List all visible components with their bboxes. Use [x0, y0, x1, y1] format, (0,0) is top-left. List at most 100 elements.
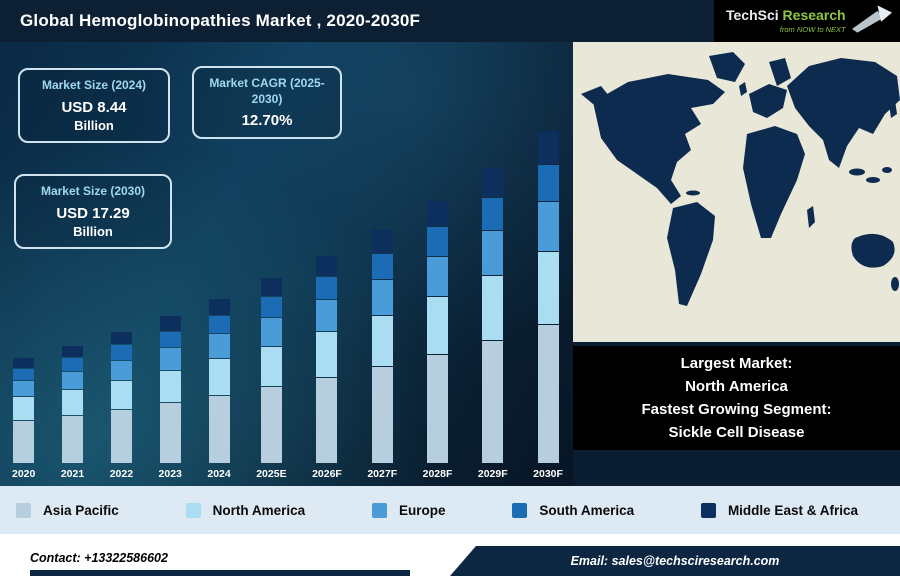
logo-name-part2: Research [782, 7, 846, 24]
map-north-america [593, 74, 725, 204]
stat-value: USD 8.44 [61, 98, 127, 116]
bar-segment [208, 315, 230, 334]
page-title: Global Hemoglobinopathies Market , 2020-… [20, 11, 421, 30]
main-content: Market Size (2024) USD 8.44 Billion Mark… [0, 42, 900, 486]
footer: Contact: +13322586602 Email: sales@techs… [0, 546, 900, 576]
map-asia [787, 58, 900, 168]
stat-label: Market CAGR (2025-2030) [209, 76, 325, 106]
map-south-america [667, 202, 715, 306]
bar-segment [62, 358, 84, 371]
bar-column: 2021 [60, 345, 85, 480]
bar-segment [316, 300, 338, 332]
bar-segment [371, 253, 393, 280]
bar-segment [371, 366, 393, 463]
highlight-fastest-segment-label: Fastest Growing Segment: [641, 401, 832, 418]
bar-segment [482, 275, 504, 340]
bar-segment [13, 358, 35, 369]
bar-segment [260, 318, 282, 346]
bar-segment [537, 164, 559, 201]
logo-arrow-icon [852, 4, 892, 38]
map-indonesia-1 [849, 168, 865, 176]
bar-segment [427, 354, 448, 463]
logo-name: TechSci Research [726, 7, 846, 24]
bar-segment [537, 201, 559, 251]
world-map-svg [573, 42, 900, 342]
bar-x-label: 2029F [477, 468, 508, 480]
bar-segment [62, 389, 84, 415]
legend-swatch-europe [371, 502, 387, 518]
bar-x-label: 2024 [207, 468, 231, 480]
techsci-logo: TechSci Research from NOW to NEXT [714, 0, 900, 42]
chart-legend: Asia Pacific North America Europe South … [0, 486, 900, 534]
legend-item-north-america: North America [185, 502, 306, 518]
logo-tagline: from NOW to NEXT [779, 24, 846, 34]
bar-x-label: 2030F [533, 468, 563, 480]
bar-segment [208, 334, 230, 359]
bar-segment [62, 371, 84, 389]
map-scandinavia [769, 58, 791, 86]
bar-column: 2022 [109, 331, 134, 480]
map-greenland [709, 52, 745, 82]
stat-unit: Billion [74, 117, 114, 133]
bar-segment [260, 297, 282, 318]
bar-segment [110, 380, 132, 409]
bar-column: 2024 [207, 298, 231, 480]
legend-label: North America [212, 502, 306, 518]
stat-label: Market Size (2024) [41, 78, 147, 92]
footer-accent-bar [30, 570, 410, 576]
bar-segment [316, 255, 338, 277]
map-australia [851, 233, 895, 268]
email-block: Email: sales@techsciresearch.com [450, 546, 900, 576]
bar-segment [537, 130, 559, 164]
bar-column: 2026F [312, 255, 342, 480]
legend-swatch-middle-east-africa [700, 502, 716, 518]
bar-column: 2020 [12, 358, 35, 480]
chart-panel: Market Size (2024) USD 8.44 Billion Mark… [0, 42, 573, 486]
logo-name-part1: TechSci [726, 7, 779, 24]
bar-segment [62, 345, 84, 358]
bar-segment [208, 359, 230, 395]
bar-column: 2028F [422, 200, 453, 480]
map-uk [739, 82, 747, 96]
map-caribbean [686, 190, 700, 196]
bar-segment [159, 348, 181, 370]
logo-text: TechSci Research from NOW to NEXT [726, 7, 846, 34]
bar-segment [371, 315, 393, 366]
bar-segment [260, 346, 282, 387]
map-new-zealand [891, 277, 899, 291]
bar-segment [159, 316, 181, 331]
right-filler [573, 450, 900, 486]
stat-unit: Billion [73, 223, 113, 239]
header: Global Hemoglobinopathies Market , 2020-… [0, 0, 900, 42]
bar-column: 2025E [256, 278, 287, 480]
bar-x-label: 2021 [60, 468, 85, 480]
bar-x-label: 2020 [12, 468, 36, 480]
bar-segment [537, 251, 559, 325]
map-philippines [882, 167, 892, 173]
bar-stack [13, 358, 35, 463]
legend-item-south-america: South America [512, 502, 634, 518]
bar-stack [537, 130, 559, 463]
bar-segment [13, 397, 35, 420]
stat-box-market-cagr: Market CAGR (2025-2030) 12.70% [192, 66, 342, 140]
contact-email: Email: sales@techsciresearch.com [570, 554, 780, 568]
bar-segment [482, 168, 504, 198]
contact-phone: Contact: +13322586602 [30, 551, 168, 565]
bar-segment [316, 377, 338, 463]
map-madagascar [807, 206, 815, 228]
bar-column: 2023 [159, 316, 182, 480]
bar-column: 2030F [533, 130, 563, 480]
bar-segment [427, 200, 448, 227]
stat-value: USD 17.29 [56, 204, 130, 222]
bar-x-label: 2022 [109, 468, 134, 480]
bar-segment [208, 298, 230, 315]
legend-label: Middle East & Africa [727, 502, 858, 518]
bar-stack [371, 229, 393, 463]
bar-segment [13, 369, 35, 381]
bar-segment [316, 332, 338, 377]
bar-x-label: 2028F [422, 468, 453, 480]
bar-segment [110, 409, 132, 463]
bar-segment [110, 331, 132, 345]
map-japan [889, 100, 897, 118]
